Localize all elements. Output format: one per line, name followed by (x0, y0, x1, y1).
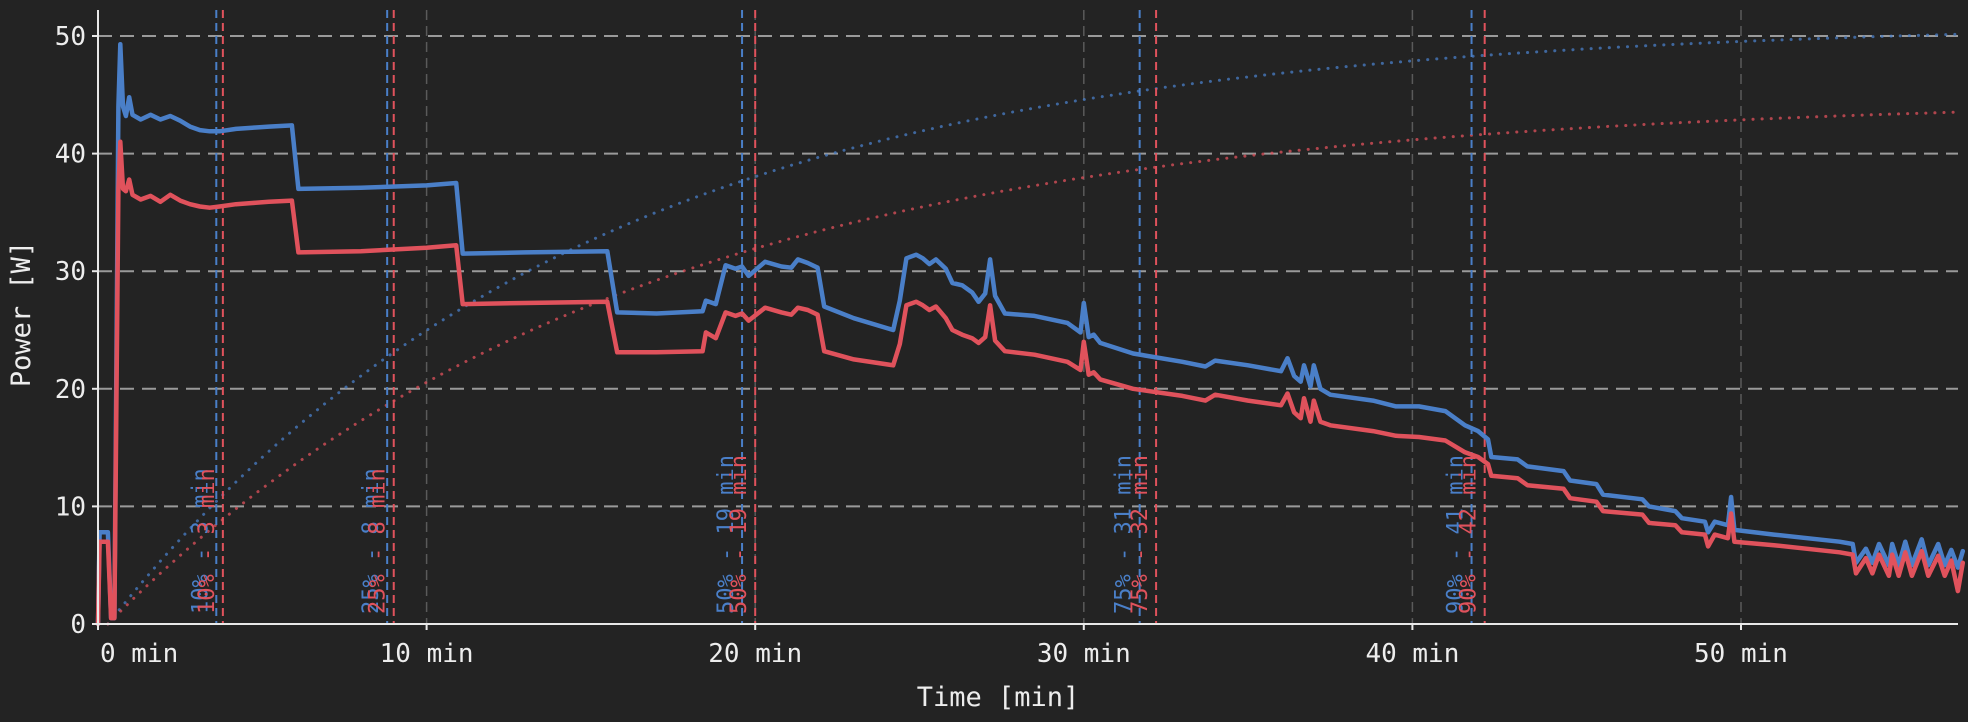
marker-label-2: 25% - 8 min (359, 468, 384, 614)
y-axis-title: Power [W] (6, 241, 37, 387)
y-tick-label-0: 0 (70, 610, 86, 640)
x-tick-label-50: 50 min (1694, 639, 1788, 669)
y-tick-label-30: 30 (55, 257, 86, 287)
y-tick-label-50: 50 (55, 22, 86, 52)
x-tick-label-30: 30 min (1037, 639, 1131, 669)
cumulative-curves (106, 32, 1963, 626)
power-series-line-0 (95, 41, 1966, 627)
power-series (95, 41, 1966, 627)
marker-label-3: 25% - 8 min (366, 468, 391, 614)
tick-labels: 0 min 10 min 20 min 30 min 40 min 50 min 0 10 20… (55, 22, 1788, 669)
y-tick-label-40: 40 (55, 140, 86, 170)
y-tick-label-20: 20 (55, 375, 86, 405)
marker-label-0: 10% - 3 min (188, 468, 213, 614)
x-axis-title: Time [min] (917, 682, 1080, 713)
power-series-line-1 (95, 139, 1966, 627)
cumulative-curve-1 (106, 110, 1963, 626)
marker-label-8: 90% - 41 min (1444, 455, 1469, 614)
x-tick-label-0: 0 min (100, 639, 178, 669)
x-tick-label-10: 10 min (380, 639, 474, 669)
marker-label-7: 75% - 32 min (1128, 455, 1153, 614)
y-tick-label-10: 10 (55, 492, 86, 522)
marker-label-5: 50% - 19 min (727, 455, 752, 614)
marker-label-9: 90% - 42 min (1457, 455, 1482, 614)
x-tick-label-20: 20 min (708, 639, 802, 669)
marker-label-6: 75% - 31 min (1112, 455, 1137, 614)
x-tick-label-40: 40 min (1365, 639, 1459, 669)
marker-label-1: 10% - 3 min (195, 468, 220, 614)
axes (97, 10, 1958, 625)
marker-label-4: 50% - 19 min (714, 455, 739, 614)
